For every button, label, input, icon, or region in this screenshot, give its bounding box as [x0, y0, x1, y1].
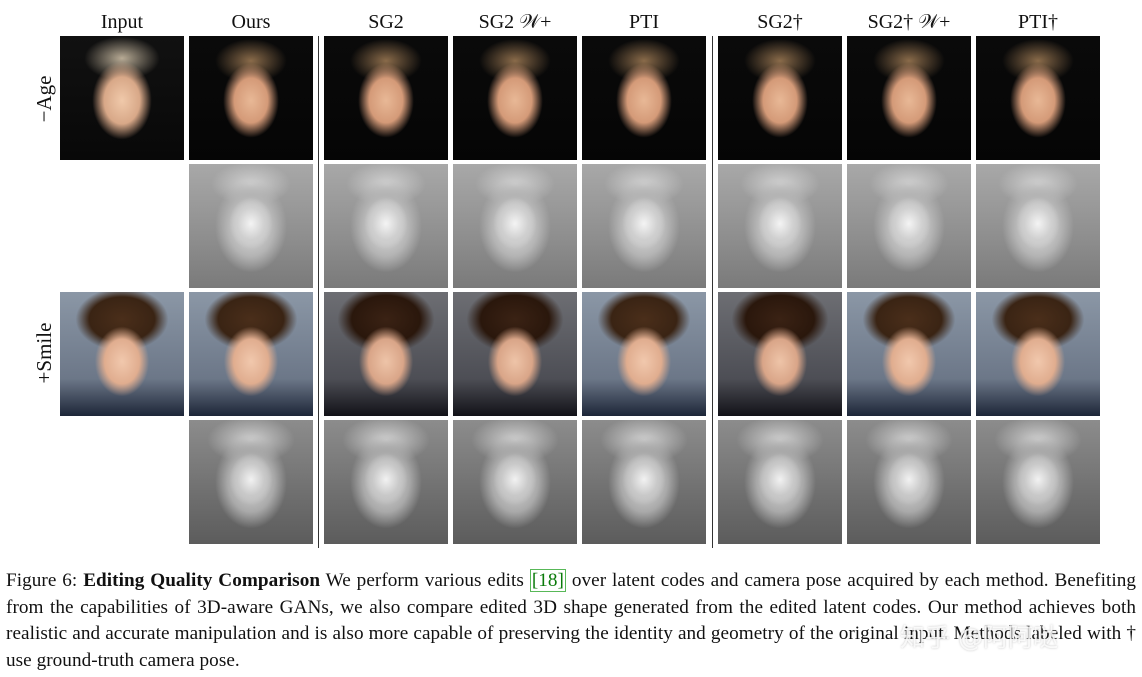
geometry-smile-pti-gt [976, 420, 1100, 544]
image-smile-sg2-wplus [453, 292, 577, 416]
image-age-ours [189, 36, 313, 160]
geometry-smile-sg2-wplus-gt [847, 420, 971, 544]
image-smile-sg2 [324, 292, 448, 416]
image-smile-input [60, 292, 184, 416]
row-label-smile: +Smile [32, 322, 56, 384]
geometry-age-sg2-wplus [453, 164, 577, 288]
figure-caption: Figure 6: Editing Quality Comparison We … [6, 568, 1136, 674]
image-smile-sg2-wplus-gt [847, 292, 971, 416]
image-age-sg2-gt [718, 36, 842, 160]
divider-ours-baselines [318, 36, 319, 548]
geometry-age-ours [189, 164, 313, 288]
caption-text-part1: We perform various edits [325, 570, 524, 591]
caption-text-part2: over latent codes and camera pose acquir… [6, 570, 1137, 671]
geometry-age-pti [582, 164, 706, 288]
image-age-pti-gt [976, 36, 1100, 160]
geometry-age-pti-gt [976, 164, 1100, 288]
editing-quality-figure: Input Ours SG2 SG2 𝒲+ PTI SG2† SG2† 𝒲+ P… [32, 11, 1100, 548]
geometry-smile-pti [582, 420, 706, 544]
column-header-ours: Ours [231, 11, 271, 33]
column-header-input: Input [100, 11, 144, 33]
image-age-pti [582, 36, 706, 160]
geometry-age-sg2-gt [718, 164, 842, 288]
image-age-sg2 [324, 36, 448, 160]
caption-figure-number: Figure 6: [6, 570, 78, 591]
row-label-age: −Age [32, 75, 56, 123]
image-age-input [60, 36, 184, 160]
column-header-sg2-wplus: SG2 𝒲+ [478, 11, 552, 33]
geometry-smile-sg2-wplus [453, 420, 577, 544]
geometry-smile-sg2-gt [718, 420, 842, 544]
image-age-sg2-wplus-gt [847, 36, 971, 160]
column-header-pti-gt: PTI† [1018, 11, 1058, 33]
caption-title: Editing Quality Comparison [83, 570, 321, 591]
image-smile-sg2-gt [718, 292, 842, 416]
column-header-sg2: SG2 [368, 11, 404, 33]
geometry-age-sg2-wplus-gt [847, 164, 971, 288]
divider-gt-baselines [712, 36, 713, 548]
image-smile-ours [189, 292, 313, 416]
geometry-smile-sg2 [324, 420, 448, 544]
geometry-age-sg2 [324, 164, 448, 288]
column-header-sg2-wplus-gt: SG2† 𝒲+ [867, 11, 951, 33]
column-header-sg2-gt: SG2† [757, 11, 803, 33]
column-header-pti: PTI [629, 11, 659, 33]
image-smile-pti-gt [976, 292, 1100, 416]
image-smile-pti [582, 292, 706, 416]
image-age-sg2-wplus [453, 36, 577, 160]
geometry-smile-ours [189, 420, 313, 544]
citation-link[interactable]: [18] [529, 569, 566, 592]
